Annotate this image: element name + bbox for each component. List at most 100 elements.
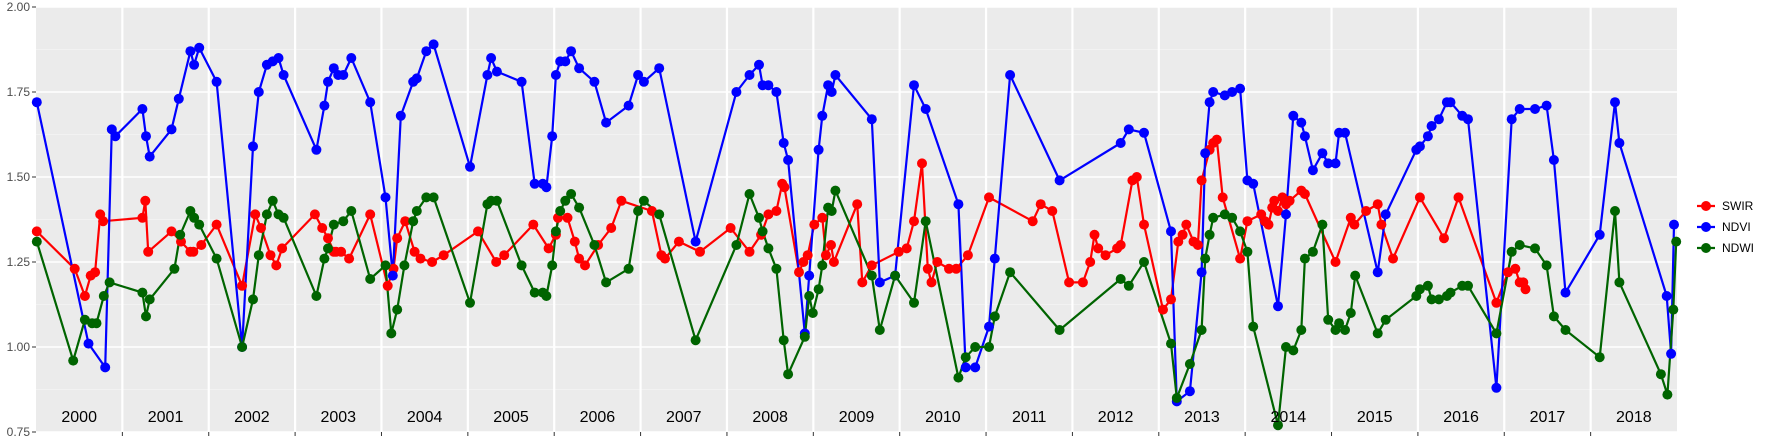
data-point-ndwi — [989, 311, 1000, 322]
data-point-swir — [1131, 172, 1142, 182]
data-point-ndwi — [1139, 257, 1149, 267]
data-point-ndwi — [68, 355, 79, 366]
year-label: 2009 — [839, 409, 875, 426]
data-point-ndwi — [1054, 325, 1065, 335]
data-point-ndwi — [783, 369, 794, 380]
data-point-swir — [606, 223, 617, 233]
data-point-ndwi — [690, 335, 701, 346]
data-point-ndwi — [1671, 236, 1682, 247]
data-point-swir — [382, 280, 393, 291]
data-point-ndwi — [91, 318, 102, 329]
data-point-ndwi — [984, 342, 994, 352]
data-point-swir — [1284, 195, 1295, 206]
data-point-ndvi — [185, 46, 196, 57]
data-point-ndvi — [960, 362, 971, 373]
data-point-swir — [922, 263, 933, 274]
data-point-ndvi — [421, 46, 432, 57]
data-point-swir — [271, 260, 282, 271]
data-point-ndwi — [399, 260, 410, 271]
data-point-ndwi — [1514, 240, 1525, 250]
y-tick-label: 1.50 — [7, 170, 31, 184]
data-point-ndvi — [813, 144, 824, 155]
data-point-ndwi — [920, 216, 931, 227]
data-point-swir — [852, 199, 863, 210]
data-point-ndwi — [953, 372, 964, 383]
year-label: 2002 — [234, 409, 270, 426]
data-point-ndvi — [137, 104, 148, 114]
data-point-ndvi — [1005, 70, 1016, 80]
year-label: 2000 — [61, 409, 97, 426]
data-point-ndwi — [763, 243, 774, 254]
data-point-ndwi — [1334, 318, 1345, 329]
data-point-ndvi — [1288, 110, 1299, 121]
year-label: 2016 — [1443, 409, 1479, 426]
data-point-swir — [1027, 216, 1038, 227]
data-point-swir — [569, 236, 580, 247]
data-point-ndvi — [1541, 100, 1552, 111]
data-point-ndvi — [866, 114, 877, 125]
data-point-ndwi — [601, 277, 612, 288]
data-point-ndvi — [1445, 97, 1456, 108]
data-point-ndwi — [1317, 219, 1328, 230]
data-point-ndvi — [1323, 158, 1334, 169]
data-point-ndwi — [970, 342, 981, 352]
year-labels: 2000 2001 2002 2003 2004 2005 2006 2007 2008 2009… — [61, 409, 1651, 426]
data-point-ndwi — [589, 240, 600, 250]
data-point-ndwi — [960, 352, 971, 363]
data-point-ndvi — [778, 138, 789, 148]
data-point-ndwi — [1200, 253, 1211, 264]
data-point-ndwi — [757, 226, 768, 237]
data-point-ndwi — [807, 308, 818, 318]
data-point-ndvi — [323, 76, 333, 87]
data-point-ndvi — [1666, 348, 1677, 359]
data-point-ndvi — [31, 97, 42, 108]
data-point-ndwi — [1548, 311, 1559, 322]
data-point-ndvi — [1506, 114, 1517, 125]
data-point-ndvi — [319, 100, 330, 111]
data-point-ndwi — [141, 311, 151, 322]
data-point-swir — [90, 267, 101, 278]
data-point-ndvi — [380, 192, 391, 203]
data-point-swir — [196, 240, 207, 250]
data-point-ndvi — [1273, 301, 1283, 312]
data-point-ndvi — [1184, 386, 1195, 397]
data-point-swir — [1166, 294, 1176, 305]
data-point-swir — [543, 243, 554, 254]
data-point-ndwi — [638, 195, 649, 206]
data-point-ndwi — [529, 287, 540, 298]
data-point-ndvi — [253, 87, 264, 97]
data-point-ndvi — [465, 161, 475, 172]
data-point-ndvi — [144, 151, 155, 162]
data-point-ndwi — [465, 297, 475, 308]
data-point-ndvi — [1054, 175, 1065, 186]
data-point-swir — [1439, 233, 1449, 244]
data-point-ndvi — [574, 63, 585, 74]
data-point-swir — [1510, 263, 1521, 274]
data-point-ndwi — [211, 253, 222, 264]
data-point-ndwi — [365, 274, 376, 284]
data-point-ndvi — [560, 56, 571, 67]
data-point-ndwi — [1372, 328, 1383, 339]
year-label: 2004 — [407, 409, 443, 426]
data-point-ndvi — [633, 70, 644, 80]
data-point-ndwi — [826, 206, 837, 216]
data-point-ndwi — [744, 189, 755, 199]
data-point-ndvi — [1139, 127, 1149, 138]
legend-key-dot — [1701, 201, 1711, 211]
data-point-ndvi — [248, 141, 258, 152]
data-point-ndvi — [623, 100, 634, 111]
data-point-ndwi — [633, 206, 644, 216]
data-point-ndwi — [1463, 280, 1473, 291]
data-point-ndvi — [731, 87, 742, 97]
data-point-swir — [962, 250, 973, 261]
data-point-swir — [826, 240, 836, 250]
data-point-ndvi — [830, 70, 841, 80]
y-tick-label: 1.25 — [7, 255, 31, 269]
data-point-swir — [1181, 219, 1192, 230]
data-point-ndwi — [874, 325, 885, 335]
data-point-ndwi — [1594, 352, 1605, 363]
data-point-swir — [1414, 192, 1425, 203]
data-point-ndvi — [1491, 382, 1502, 393]
data-point-swir — [1192, 240, 1203, 250]
data-point-swir — [1242, 216, 1253, 227]
